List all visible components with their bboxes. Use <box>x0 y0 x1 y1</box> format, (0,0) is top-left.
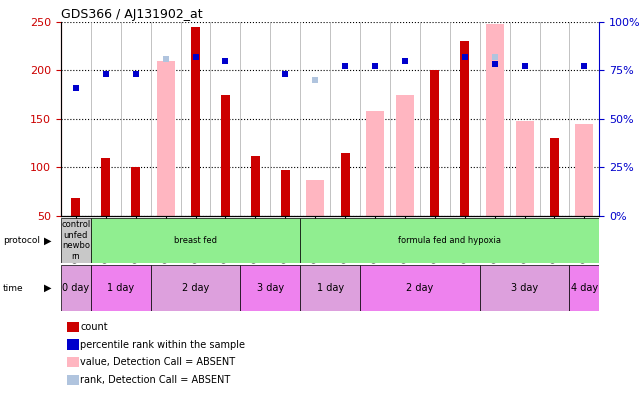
Bar <box>281 170 290 216</box>
Bar <box>300 218 599 263</box>
Bar <box>430 70 439 216</box>
Bar <box>71 198 80 216</box>
Bar <box>306 180 324 216</box>
Bar <box>131 167 140 216</box>
Bar <box>91 218 300 263</box>
Bar <box>151 265 240 311</box>
Bar <box>221 95 230 216</box>
Text: ▶: ▶ <box>44 283 51 293</box>
Bar <box>360 265 479 311</box>
Text: 4 day: 4 day <box>571 283 598 293</box>
Bar <box>300 265 360 311</box>
Text: formula fed and hypoxia: formula fed and hypoxia <box>398 236 501 245</box>
Text: 2 day: 2 day <box>182 283 209 293</box>
Bar <box>240 265 300 311</box>
Bar <box>576 124 594 216</box>
Bar <box>251 156 260 216</box>
Bar <box>191 27 200 216</box>
Bar <box>460 41 469 216</box>
Bar <box>486 24 504 216</box>
Text: control
unfed
newbo
rn: control unfed newbo rn <box>62 221 90 261</box>
Text: value, Detection Call = ABSENT: value, Detection Call = ABSENT <box>80 357 235 367</box>
Text: 3 day: 3 day <box>511 283 538 293</box>
Text: 1 day: 1 day <box>107 283 134 293</box>
Text: rank, Detection Call = ABSENT: rank, Detection Call = ABSENT <box>80 375 230 385</box>
Bar <box>569 265 599 311</box>
Text: time: time <box>3 284 24 293</box>
Bar <box>101 158 110 216</box>
Text: breast fed: breast fed <box>174 236 217 245</box>
Bar <box>61 265 91 311</box>
Bar <box>156 61 174 216</box>
Bar <box>340 153 349 216</box>
Text: percentile rank within the sample: percentile rank within the sample <box>80 339 245 350</box>
Bar <box>91 265 151 311</box>
Text: GDS366 / AJ131902_at: GDS366 / AJ131902_at <box>61 8 203 21</box>
Text: 1 day: 1 day <box>317 283 344 293</box>
Bar <box>366 111 384 216</box>
Bar <box>550 138 559 216</box>
Text: count: count <box>80 322 108 332</box>
Text: 0 day: 0 day <box>62 283 89 293</box>
Text: 3 day: 3 day <box>257 283 284 293</box>
Text: 2 day: 2 day <box>406 283 433 293</box>
Text: protocol: protocol <box>3 236 40 245</box>
Text: ▶: ▶ <box>44 236 51 246</box>
Bar <box>479 265 569 311</box>
Bar <box>61 218 91 263</box>
Bar <box>515 121 533 216</box>
Bar <box>396 95 414 216</box>
